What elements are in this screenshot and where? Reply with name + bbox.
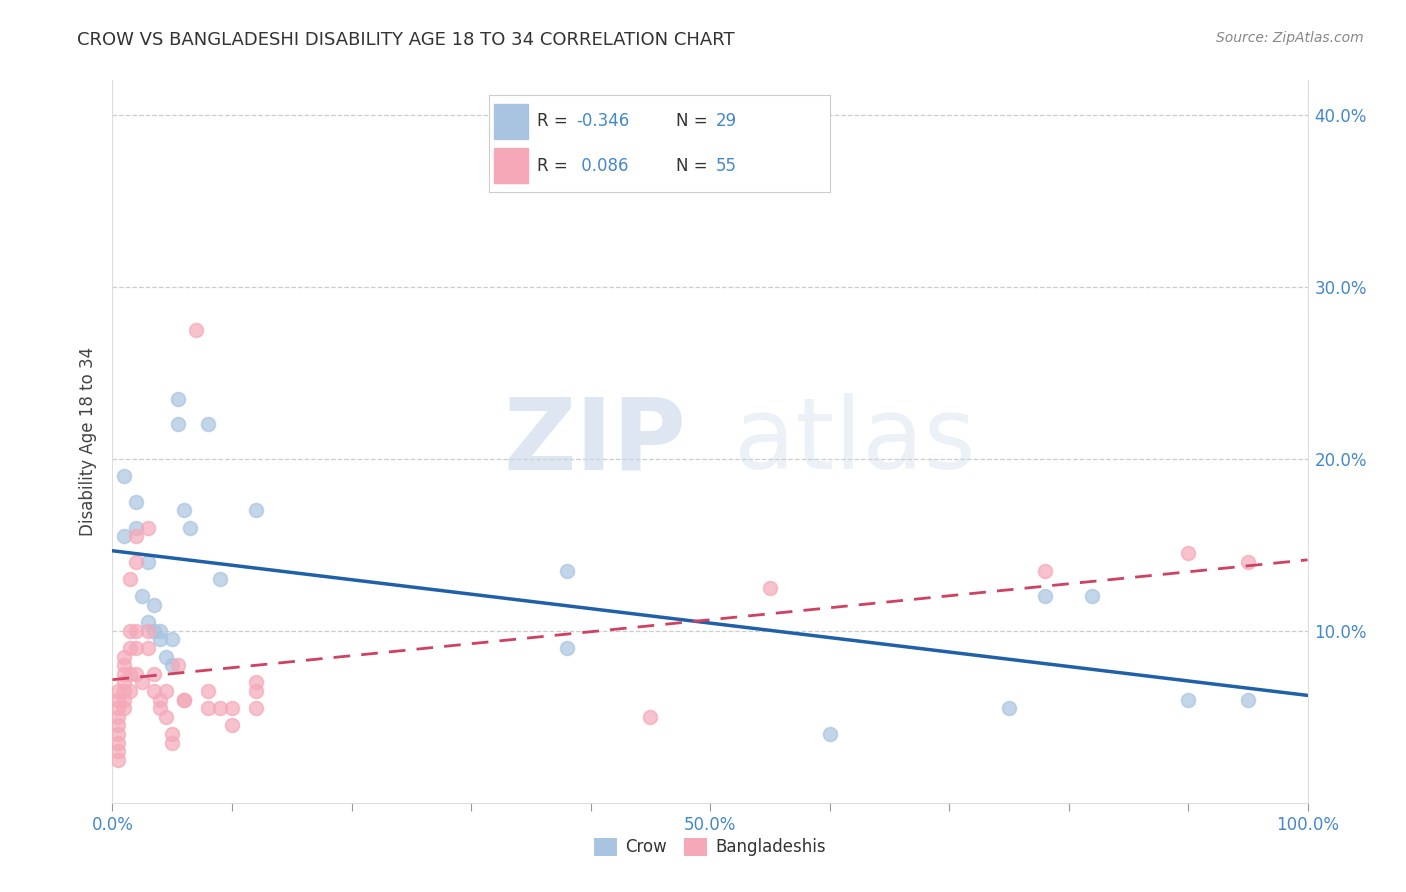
Text: Source: ZipAtlas.com: Source: ZipAtlas.com [1216,31,1364,45]
Point [162,658,183,673]
Point [120,684,142,698]
Point [107,692,129,706]
Point [107,684,129,698]
Point [131,590,153,604]
Point [120,572,142,586]
Point [114,649,135,664]
Point [114,701,135,715]
Point [125,520,148,534]
Point [138,624,160,638]
Point [197,701,219,715]
Point [155,710,177,724]
Point [162,735,183,749]
Text: atlas: atlas [734,393,976,490]
Point [131,675,153,690]
Point [155,684,177,698]
Point [143,624,166,638]
Y-axis label: Disability Age 18 to 34: Disability Age 18 to 34 [79,347,97,536]
Legend: Crow, Bangladeshis: Crow, Bangladeshis [588,831,832,863]
Point [120,624,142,638]
Point [138,615,160,630]
Point [173,692,195,706]
Point [138,640,160,655]
Point [1081,590,1104,604]
Point [125,666,148,681]
Point [162,727,183,741]
Point [107,710,129,724]
Point [149,692,172,706]
Point [114,675,135,690]
Point [107,735,129,749]
Point [173,503,195,517]
Point [107,701,129,715]
Point [167,392,190,406]
Text: CROW VS BANGLADESHI DISABILITY AGE 18 TO 34 CORRELATION CHART: CROW VS BANGLADESHI DISABILITY AGE 18 TO… [77,31,735,49]
Point [114,529,135,543]
Point [245,701,267,715]
Point [114,469,135,483]
Point [197,684,219,698]
Point [245,503,267,517]
Point [120,666,142,681]
Point [114,666,135,681]
Point [245,684,267,698]
Point [173,692,195,706]
Point [640,710,662,724]
Point [998,701,1021,715]
Point [221,718,243,732]
Point [167,417,190,432]
Point [1237,692,1260,706]
Point [209,572,232,586]
Point [759,581,782,595]
Text: ZIP: ZIP [503,393,686,490]
Point [179,520,201,534]
Point [555,564,578,578]
Point [1033,590,1056,604]
Point [107,718,129,732]
Point [167,658,190,673]
Point [155,649,177,664]
Point [138,520,160,534]
Point [138,555,160,569]
Point [149,632,172,647]
Point [197,417,219,432]
Point [818,727,841,741]
Point [1177,692,1199,706]
Point [245,675,267,690]
Point [143,598,166,612]
Point [149,701,172,715]
Point [555,640,578,655]
Point [114,684,135,698]
Point [107,744,129,758]
Point [125,624,148,638]
Point [149,624,172,638]
Point [114,692,135,706]
Point [120,640,142,655]
Point [1237,555,1260,569]
Point [125,555,148,569]
Point [125,640,148,655]
Point [107,727,129,741]
Point [1177,546,1199,560]
Point [107,753,129,767]
Point [114,658,135,673]
Point [221,701,243,715]
Point [186,323,208,337]
Point [209,701,232,715]
Point [143,684,166,698]
Point [125,529,148,543]
Point [125,494,148,508]
Point [162,632,183,647]
Point [143,666,166,681]
Point [1033,564,1056,578]
